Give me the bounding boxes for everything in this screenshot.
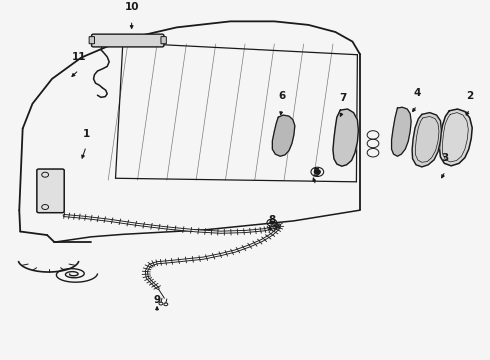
Text: 5: 5 (312, 167, 319, 177)
Polygon shape (412, 113, 441, 167)
Text: 9: 9 (153, 295, 161, 305)
Polygon shape (333, 109, 358, 166)
Polygon shape (440, 109, 472, 166)
FancyBboxPatch shape (89, 37, 95, 44)
Polygon shape (272, 115, 295, 156)
Text: 7: 7 (339, 93, 346, 103)
Text: 1: 1 (83, 129, 90, 139)
Circle shape (270, 221, 274, 224)
Text: 11: 11 (72, 52, 86, 62)
FancyBboxPatch shape (37, 169, 64, 213)
Circle shape (315, 170, 320, 174)
Polygon shape (392, 107, 411, 156)
Text: 8: 8 (268, 216, 275, 225)
Text: 4: 4 (413, 88, 421, 98)
Text: 6: 6 (278, 91, 285, 101)
FancyBboxPatch shape (92, 34, 164, 47)
FancyBboxPatch shape (161, 37, 166, 44)
Text: 10: 10 (124, 3, 139, 13)
Text: 2: 2 (466, 91, 473, 101)
Text: 3: 3 (441, 153, 449, 163)
